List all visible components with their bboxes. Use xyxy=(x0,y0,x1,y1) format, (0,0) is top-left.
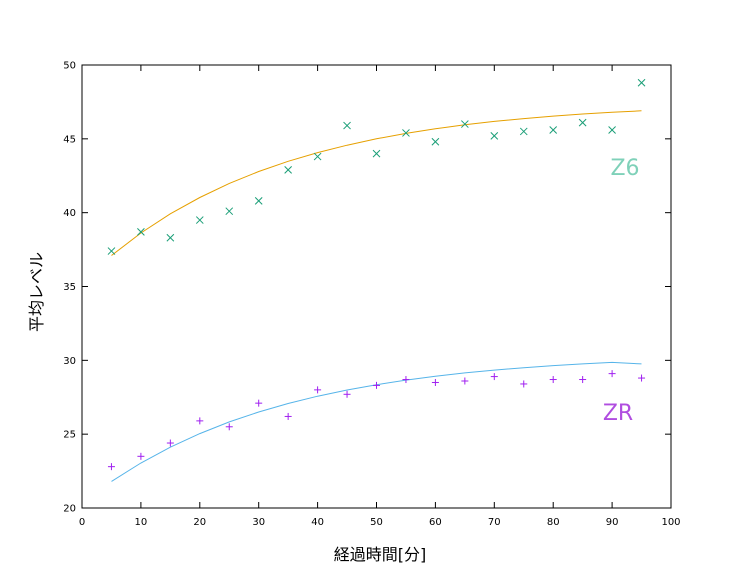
data-point-zr xyxy=(196,417,204,425)
data-point-z6 xyxy=(372,149,381,158)
x-tick-label: 100 xyxy=(661,517,680,528)
x-tick-label: 0 xyxy=(79,517,85,528)
data-point-z6 xyxy=(137,228,145,236)
data-point-zr xyxy=(314,386,322,394)
data-point-zr xyxy=(255,399,263,407)
x-tick-label: 10 xyxy=(135,517,148,528)
series-label-zr: ZR xyxy=(603,401,633,426)
series-labels: Z6 ZR xyxy=(603,156,640,426)
data-point-z6 xyxy=(490,132,499,140)
data-point-z6 xyxy=(313,152,322,161)
fit-line-z6 xyxy=(111,110,642,256)
fit-curves xyxy=(111,110,642,482)
data-point-z6 xyxy=(431,137,440,146)
y-tick-label: 25 xyxy=(63,430,76,441)
y-axis-ticks: 20 25 30 35 40 45 50 xyxy=(63,61,671,515)
x-tick-label: 30 xyxy=(252,517,265,528)
data-point-z6 xyxy=(343,121,351,130)
data-point-z6 xyxy=(284,165,293,174)
data-point-zr xyxy=(343,390,351,398)
data-points xyxy=(107,78,646,471)
x-tick-label: 90 xyxy=(606,517,619,528)
data-point-z6 xyxy=(460,120,469,128)
data-point-zr xyxy=(608,370,616,378)
data-point-z6 xyxy=(519,127,528,136)
data-point-zr xyxy=(579,376,587,384)
data-point-zr xyxy=(166,439,174,447)
data-point-z6 xyxy=(608,126,616,134)
y-axis-title: 平均レベル xyxy=(27,252,46,332)
x-tick-label: 20 xyxy=(193,517,206,528)
data-point-zr xyxy=(137,452,145,460)
data-point-z6 xyxy=(549,126,558,134)
x-axis-ticks: 0 10 20 30 40 50 60 70 80 90 100 xyxy=(79,65,681,528)
data-point-zr xyxy=(402,376,410,384)
data-point-zr xyxy=(225,423,233,431)
data-point-zr xyxy=(284,412,292,420)
fit-line-zr xyxy=(111,361,642,482)
data-point-zr xyxy=(490,373,498,381)
data-point-z6 xyxy=(578,118,587,127)
data-point-z6 xyxy=(637,78,646,87)
data-point-z6 xyxy=(107,247,116,255)
data-point-zr xyxy=(431,378,439,386)
data-point-zr xyxy=(549,376,557,384)
data-point-zr xyxy=(520,380,528,388)
data-point-zr xyxy=(461,377,469,385)
y-tick-label: 40 xyxy=(63,208,76,219)
data-point-z6 xyxy=(195,216,204,224)
y-tick-label: 20 xyxy=(63,504,76,515)
data-point-z6 xyxy=(225,207,234,216)
data-point-zr xyxy=(373,381,380,389)
y-tick-label: 45 xyxy=(63,134,76,145)
data-point-zr xyxy=(638,374,646,382)
data-point-z6 xyxy=(166,233,175,242)
x-tick-label: 80 xyxy=(547,517,560,528)
x-tick-label: 60 xyxy=(429,517,442,528)
x-axis-title: 経過時間[分] xyxy=(334,545,427,564)
x-tick-label: 70 xyxy=(488,517,501,528)
x-tick-label: 40 xyxy=(311,517,324,528)
y-tick-label: 30 xyxy=(63,356,76,367)
x-tick-label: 50 xyxy=(370,517,383,528)
series-label-z6: Z6 xyxy=(610,156,639,181)
data-point-z6 xyxy=(254,196,263,205)
y-tick-label: 35 xyxy=(63,282,76,293)
y-tick-label: 50 xyxy=(63,61,76,72)
data-point-zr xyxy=(107,463,115,471)
data-point-z6 xyxy=(402,129,410,137)
